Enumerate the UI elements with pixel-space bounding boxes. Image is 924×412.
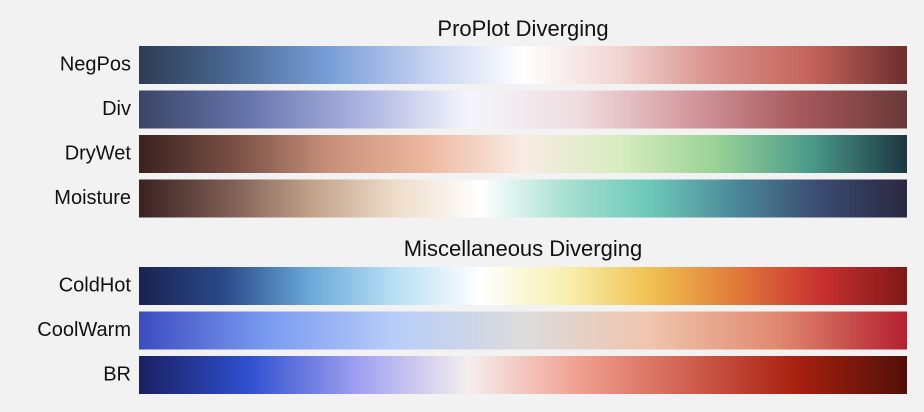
colormap-label: ColdHot <box>59 274 132 296</box>
colormap-label: Div <box>102 98 131 120</box>
colormap-bar <box>139 135 907 173</box>
colormap-label: Moisture <box>54 187 131 209</box>
colormap-label: DryWet <box>65 142 132 164</box>
colormap-bar <box>139 90 907 129</box>
section-title: Miscellaneous Diverging <box>404 236 642 261</box>
colormap-bar <box>139 267 907 305</box>
colormap-bar <box>139 179 907 218</box>
colormap-bar <box>139 311 907 350</box>
colormap-bar <box>139 356 907 394</box>
colormap-bar <box>139 46 907 84</box>
section-title: ProPlot Diverging <box>437 16 608 41</box>
colormap-label: BR <box>103 363 131 385</box>
colormap-label: NegPos <box>60 53 131 75</box>
colormap-label: CoolWarm <box>37 319 131 341</box>
